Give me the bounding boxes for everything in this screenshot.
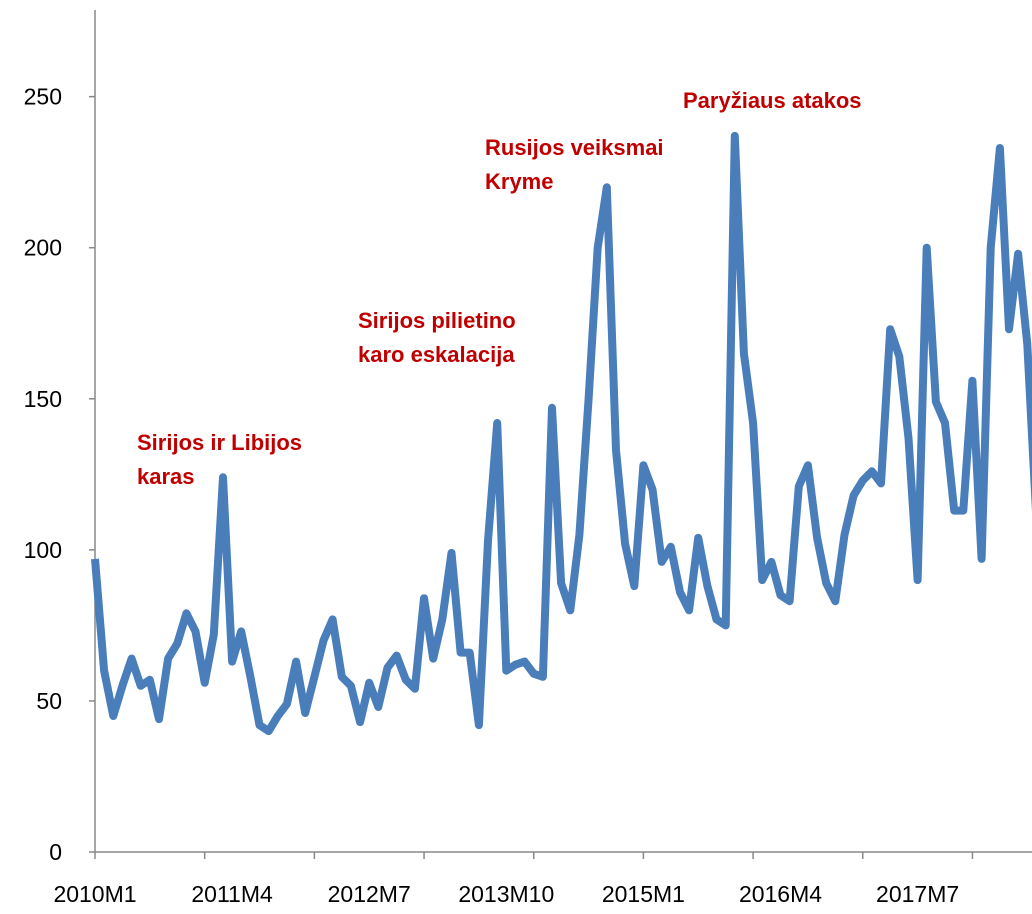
y-tick-label: 0 [49, 839, 62, 865]
x-tick-label: 2016M4 [739, 881, 822, 907]
annotation: Sirijos ir Libijos [137, 430, 302, 455]
y-tick-label: 50 [36, 688, 62, 714]
y-tick-label: 100 [24, 537, 62, 563]
annotation: Paryžiaus atakos [683, 88, 862, 113]
x-tick-label: 2017M7 [876, 881, 959, 907]
y-tick-label: 150 [24, 386, 62, 412]
y-tick-label: 250 [24, 84, 62, 110]
annotation: karo eskalacija [358, 342, 515, 367]
annotation: Rusijos veiksmai [485, 135, 664, 160]
annotation: Kryme [485, 169, 553, 194]
x-tick-label: 2010M1 [53, 881, 136, 907]
annotation: karas [137, 464, 195, 489]
x-tick-label: 2012M7 [328, 881, 411, 907]
x-tick-label: 2013M10 [458, 881, 554, 907]
y-tick-label: 200 [24, 235, 62, 261]
x-tick-label: 2015M1 [602, 881, 685, 907]
data-line [91, 131, 1032, 736]
x-tick-label: 2011M4 [191, 881, 273, 907]
annotation: Sirijos pilietino [358, 308, 516, 333]
